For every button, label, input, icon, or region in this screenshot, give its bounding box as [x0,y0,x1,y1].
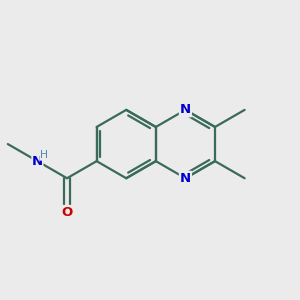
Text: N: N [32,154,43,168]
Text: N: N [180,172,191,185]
Text: O: O [61,206,73,219]
Text: H: H [40,150,48,160]
Text: N: N [180,103,191,116]
